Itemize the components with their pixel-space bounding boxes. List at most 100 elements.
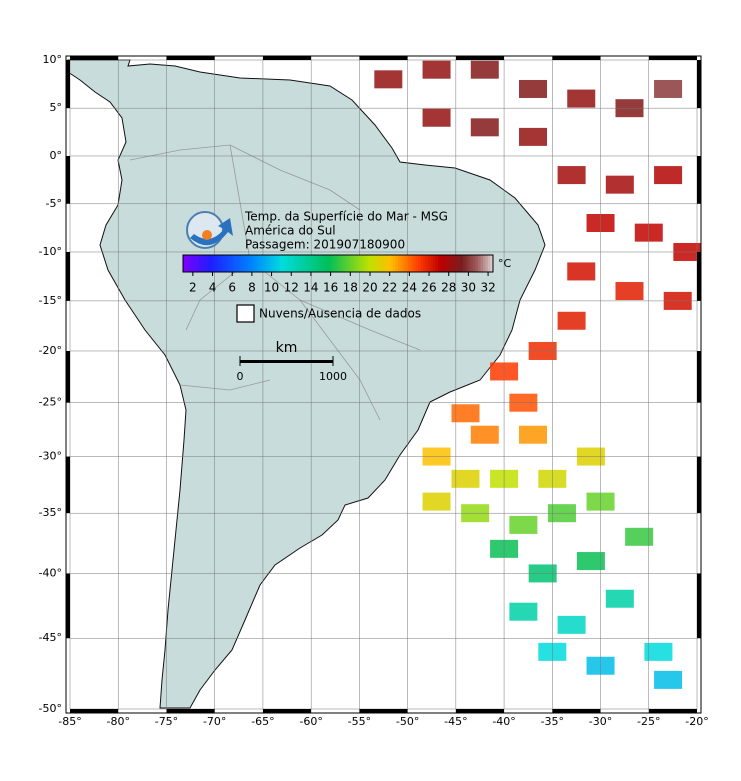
lat-tick-label: -5° [46,197,62,210]
colorbar-cell [228,255,231,272]
colorbar-cell [248,255,251,272]
colorbar-cell [435,255,439,272]
colorbar-cell [368,255,371,272]
colorbar-cell [380,255,384,272]
colorbar-cell [490,255,494,272]
colorbar: 2 4 6 8 10 12 14 16 18 20 22 24 26 28 30 32 [182,254,496,295]
colorbar-cell [345,255,349,272]
sst-patch [625,527,654,546]
frame-bar [166,709,215,713]
logo-arrow [190,218,233,246]
colorbar-cell [298,255,301,272]
colorbar-cell [205,255,209,272]
colorbar-cell [280,255,284,272]
colorbar-cell [410,255,414,272]
frame-bar [697,155,701,204]
colorbar-tick-label: 22 [382,281,397,295]
colorbar-cell [305,255,309,272]
sst-patch [576,552,605,571]
frame-bar [66,573,70,639]
frame-bar [66,155,70,204]
title-line: Passagem: 201907180900 [245,238,405,252]
colorbar-cell [438,255,441,272]
colorbar-cell [265,255,269,272]
colorbar-cell [385,255,389,272]
colorbar-cell [450,255,454,272]
lat-tick-label: -30° [39,450,62,463]
colorbar-cell [213,255,216,272]
lon-tick-label: -20° [685,715,708,728]
colorbar-cell [333,255,336,272]
frame [65,55,702,714]
colorbar-cell [478,255,481,272]
colorbar-outline [182,254,494,273]
colorbar-cell [445,255,449,272]
frame-bar [455,709,505,713]
colorbar-tick-label: 10 [264,281,279,295]
colorbar-tick-label: 4 [209,281,217,295]
frame-bar [166,56,215,60]
frame-bar [697,350,701,403]
lon-tick-label: -60° [299,715,322,728]
colorbar-cell [190,255,194,272]
colorbar-cell [458,255,461,272]
frame-bar [697,251,701,301]
colorbar-cell [433,255,436,272]
sst-patch [422,108,451,127]
sst-layer [374,60,702,689]
logo-sun [202,230,212,240]
colorbar-cell [393,255,396,272]
sst-patch [374,70,403,89]
colorbar-cell [300,255,304,272]
colorbar-cell [398,255,401,272]
colorbar-cell [428,255,431,272]
lat-tick-label: -10° [39,245,62,258]
frame-bar [648,709,697,713]
frame-bar [359,709,408,713]
sst-patch [519,425,548,444]
colorbar-cell [443,255,446,272]
colorbar-cell [223,255,226,272]
colorbar-cell [395,255,399,272]
colorbar-cell [485,255,489,272]
frame-bar [697,573,701,639]
lon-tick-label: -85° [58,715,81,728]
south-america [67,59,546,709]
colorbar-tick-label: 6 [228,281,236,295]
sst-patch [557,311,586,330]
colorbar-tick-label: 14 [303,281,318,295]
colorbar-cell [295,255,299,272]
colorbar-cell [343,255,346,272]
colorbar-cell [250,255,254,272]
frame-bar [262,709,312,713]
colorbar-cell [328,255,331,272]
lon-tick-label: -25° [637,715,660,728]
colorbar-unit: °C [498,257,512,270]
colorbar-tick-label: 18 [343,281,358,295]
sst-patch [509,515,538,534]
frame-bar [359,56,408,60]
colorbar-tick-label: 30 [461,281,476,295]
lon-tick-label: -75° [155,715,178,728]
colorbar-cell [273,255,276,272]
lat-tick-label: -15° [39,294,62,307]
sst-patch [557,615,586,634]
frame-bar [648,56,697,60]
frame-bar [66,456,70,514]
sst-patch [615,282,644,301]
borders [129,144,421,421]
colorbar-cell [263,255,266,272]
colorbar-tick-label: 20 [362,281,377,295]
sst-patch [519,79,548,98]
colorbar-cell [193,255,196,272]
colorbar-cell [278,255,281,272]
colorbar-cell [353,255,356,272]
colorbar-cell [480,255,484,272]
sst-patch [451,404,480,423]
colorbar-cell [400,255,404,272]
colorbar-cell [340,255,344,272]
frame-bar [697,456,701,514]
colorbar-cell [383,255,386,272]
lon-tick-label: -35° [541,715,564,728]
sst-patch [509,602,538,621]
